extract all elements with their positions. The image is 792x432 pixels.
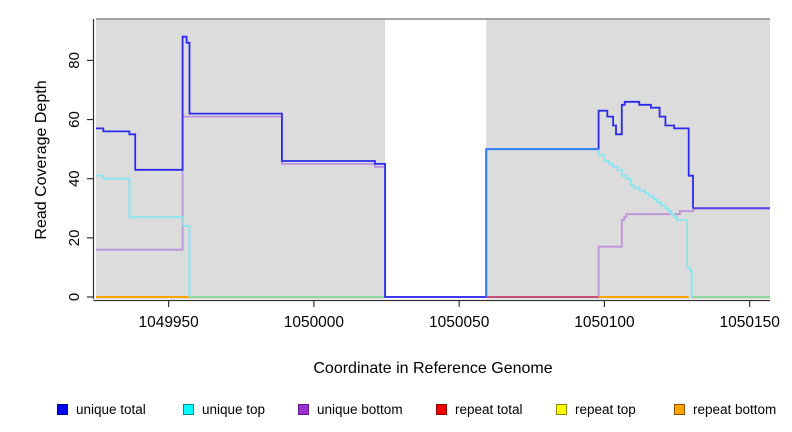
series-unique-total	[597, 100, 694, 209]
y-tick-label: 0	[66, 293, 83, 301]
x-tick-label: 1050000	[284, 314, 345, 331]
series-unique-total-plus-top	[485, 148, 599, 297]
legend-swatch-icon	[57, 403, 68, 415]
legend-item-repeat-bottom: repeat bottom	[674, 399, 776, 419]
y-tick-label: 40	[66, 170, 83, 187]
legend-item-unique-bottom: unique bottom	[298, 399, 403, 419]
legend-item-repeat-total: repeat total	[436, 399, 523, 419]
series-unique-top	[96, 174, 191, 297]
y-tick-label: 60	[66, 111, 83, 128]
series-unique-total	[96, 35, 487, 298]
x-tick-label: 1049950	[138, 314, 199, 331]
legend-label: repeat top	[575, 401, 636, 417]
legend-item-unique-total: unique total	[57, 399, 146, 419]
legend-item-repeat-top: repeat top	[556, 399, 636, 419]
x-tick-label: 1050100	[574, 314, 635, 331]
legend: unique total unique top unique bottom repea…	[0, 399, 792, 423]
x-axis-label: Coordinate in Reference Genome	[313, 360, 553, 377]
legend-label: repeat total	[455, 401, 523, 417]
legend-label: unique top	[202, 401, 266, 417]
legend-label: unique total	[76, 401, 146, 417]
legend-item-unique-top: unique top	[183, 399, 265, 419]
x-tick-label: 1050050	[429, 314, 490, 331]
mask-region	[385, 19, 487, 299]
y-tick-label: 80	[66, 52, 83, 69]
legend-swatch-icon	[556, 403, 567, 415]
legend-label: repeat bottom	[693, 401, 777, 417]
legend-label: unique bottom	[317, 401, 403, 417]
legend-swatch-icon	[674, 403, 685, 415]
legend-swatch-icon	[183, 403, 194, 415]
y-tick-label: 20	[66, 230, 83, 247]
legend-swatch-icon	[436, 403, 447, 415]
legend-swatch-icon	[298, 403, 309, 415]
x-tick-label: 1050150	[719, 314, 780, 331]
y-axis-label: Read Coverage Depth	[33, 80, 50, 240]
series-unique-top	[597, 149, 693, 297]
